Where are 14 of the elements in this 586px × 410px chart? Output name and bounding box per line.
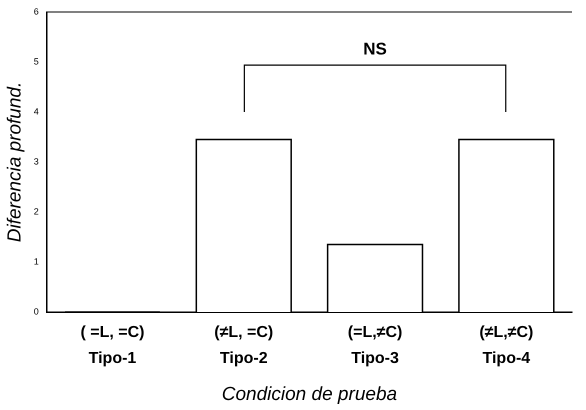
x-tick-label: (≠L,≠C) Tipo-4 xyxy=(479,324,534,367)
y-tick-label: 1 xyxy=(34,256,39,266)
y-tick-label: 2 xyxy=(34,206,39,216)
x-tick-label: (≠L, =C) Tipo-2 xyxy=(214,324,274,367)
y-tick-label: 5 xyxy=(34,56,39,66)
y-axis-title: Diferencia profund. xyxy=(4,82,26,242)
y-tick-label: 3 xyxy=(34,156,39,166)
x-tick-label: (=L,≠C) Tipo-3 xyxy=(348,324,402,367)
y-tick-label: 6 xyxy=(34,6,39,16)
x-axis-title: Condicion de prueba xyxy=(222,384,398,405)
y-tick-label: 4 xyxy=(34,106,39,116)
y-tick-label: 0 xyxy=(34,306,39,316)
annotation: NS xyxy=(363,40,387,59)
x-tick-label: ( =L, =C) Tipo-1 xyxy=(80,324,144,367)
